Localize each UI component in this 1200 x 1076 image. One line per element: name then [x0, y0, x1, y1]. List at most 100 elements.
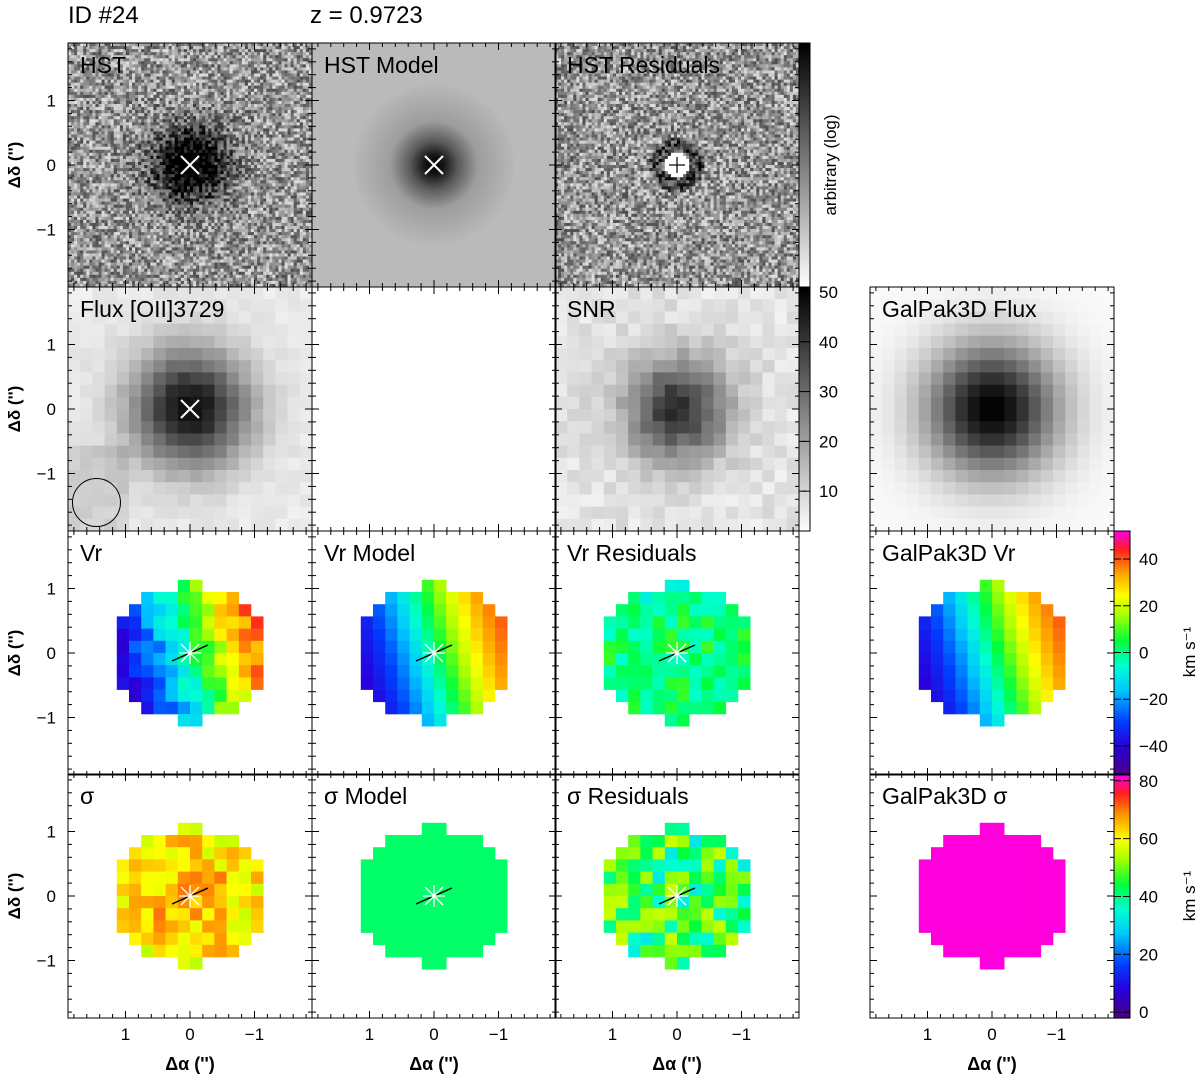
y-tick-label: −1 — [37, 709, 56, 728]
axis-frame-2-1: SNR — [554, 286, 800, 532]
y-tick-label: 0 — [47, 400, 56, 419]
kinematic-axis-marker — [415, 642, 453, 664]
kinematic-axis-marker — [415, 885, 453, 907]
kinematic-axis-marker — [658, 642, 696, 664]
oii-flux-map — [68, 287, 313, 532]
y-tick-label: 0 — [47, 887, 56, 906]
redshift-label: z = 0.9723 — [310, 2, 423, 29]
colorbar-tick-label: 40 — [1139, 888, 1158, 907]
y-tick-label: −1 — [37, 952, 56, 971]
panel-title: Vr — [80, 540, 102, 566]
colorbar-label: km s⁻¹ — [1180, 870, 1199, 921]
axis-frame-2-2: Vr Residuals — [554, 530, 800, 776]
psf-circle — [71, 478, 121, 528]
x-tick-label: 0 — [672, 1025, 681, 1044]
kinematic-axis-marker — [658, 885, 696, 907]
colorbar-label: arbitrary (log) — [821, 114, 840, 215]
panel-title: Flux [OII]3729 — [80, 296, 224, 322]
panel-title: SNR — [567, 296, 616, 322]
axis-frame-3-3: 1 0 −1 Δα ('') GalPak3D σ — [869, 773, 1115, 1074]
x-tick-label: −1 — [245, 1025, 264, 1044]
y-tick-label: −1 — [37, 221, 56, 240]
panel-title: HST Residuals — [567, 52, 720, 78]
colorbar-tick-label: 30 — [819, 383, 838, 402]
colorbar-tick-label: 0 — [1139, 1003, 1148, 1022]
y-tick-label: 1 — [47, 823, 56, 842]
velocity-map — [116, 579, 264, 727]
x-tick-label: 0 — [185, 1025, 194, 1044]
panel-title: Vr Model — [324, 540, 415, 566]
axis-frame-0-0: 1 0 −1 Δδ ('') HST — [5, 42, 313, 288]
y-axis-label: Δδ ('') — [5, 142, 24, 189]
colorbar-tick-label: 60 — [1139, 830, 1158, 849]
velocity-colorbar: 40 20 0 −20 −40 km s⁻¹ — [1113, 530, 1199, 775]
center-cross-marker — [180, 155, 200, 175]
colorbar-tick-label: 20 — [1139, 945, 1158, 964]
panel-title: Vr Residuals — [567, 540, 697, 566]
x-tick-label: 0 — [987, 1025, 996, 1044]
colorbar-tick-label: 40 — [819, 333, 838, 352]
x-tick-label: −1 — [732, 1025, 751, 1044]
panel-title: σ Model — [324, 783, 407, 809]
colorbar-tick-label: 20 — [819, 432, 838, 451]
colorbar-tick-label: 0 — [1139, 644, 1148, 663]
panel-title: GalPak3D Vr — [882, 540, 1016, 566]
colorbar-label: km s⁻¹ — [1180, 626, 1199, 677]
x-axis-label: Δα ('') — [652, 1054, 702, 1074]
dispersion-map — [116, 822, 264, 970]
x-tick-label: 1 — [121, 1025, 130, 1044]
velocity-model-map — [360, 579, 508, 727]
galpak-flux-map — [870, 287, 1115, 532]
y-tick-label: 0 — [47, 644, 56, 663]
x-tick-label: 1 — [608, 1025, 617, 1044]
colorbar-tick-label: −20 — [1139, 690, 1168, 709]
axis-frame-2-3: 1 0 −1 Δα ('') σ Residuals — [554, 773, 800, 1074]
colorbar-tick-label: 10 — [819, 482, 838, 501]
colorbar-tick-label: 50 — [819, 283, 838, 302]
y-axis-label: Δδ ('') — [5, 386, 24, 433]
dispersion-residuals-map — [603, 822, 751, 970]
axis-frame-2-0: HST Residuals — [554, 42, 800, 288]
y-tick-label: 1 — [47, 580, 56, 599]
x-axis-label: Δα ('') — [967, 1054, 1017, 1074]
panel-title: σ — [80, 783, 94, 809]
x-tick-label: 1 — [923, 1025, 932, 1044]
galpak-velocity-map — [918, 579, 1066, 727]
panel-title: HST Model — [324, 52, 439, 78]
y-axis-label: Δδ ('') — [5, 873, 24, 920]
panel-title: σ Residuals — [567, 783, 689, 809]
x-tick-label: 0 — [429, 1025, 438, 1044]
center-plus-marker — [669, 157, 685, 173]
axis-frame-3-1: GalPak3D Flux — [869, 286, 1115, 532]
dispersion-colorbar: 80 60 40 20 0 km s⁻¹ — [1113, 772, 1199, 1022]
dispersion-model-map — [360, 822, 508, 970]
axis-frame-0-2: 1 0 −1 Δδ ('') Vr — [5, 530, 313, 776]
galpak-dispersion-map — [918, 822, 1066, 970]
snr-colorbar: 50 40 30 20 10 — [798, 283, 838, 532]
x-tick-label: −1 — [1047, 1025, 1066, 1044]
colorbar-tick-label: 20 — [1139, 597, 1158, 616]
hst-colorbar: arbitrary (log) — [798, 42, 840, 288]
hst-image — [68, 43, 313, 288]
colorbar-tick-label: 80 — [1139, 772, 1158, 791]
y-axis-label: Δδ ('') — [5, 630, 24, 677]
x-tick-label: 1 — [365, 1025, 374, 1044]
panel-title: HST — [80, 52, 126, 78]
center-cross-marker — [424, 155, 444, 175]
x-axis-label: Δα ('') — [165, 1054, 215, 1074]
panel-title: GalPak3D σ — [882, 783, 1007, 809]
axis-frame-1-1 — [311, 286, 557, 532]
hst-residuals-image — [555, 43, 800, 288]
snr-map — [555, 287, 800, 532]
x-tick-label: −1 — [489, 1025, 508, 1044]
colorbar-tick-label: 40 — [1139, 550, 1158, 569]
y-tick-label: 0 — [47, 156, 56, 175]
center-cross-marker — [180, 399, 200, 419]
x-axis-label: Δα ('') — [409, 1054, 459, 1074]
y-tick-label: −1 — [37, 465, 56, 484]
axis-frame-0-1: 1 0 −1 Δδ ('') Flux [OII]3729 — [5, 286, 313, 532]
panel-title: GalPak3D Flux — [882, 296, 1037, 322]
kinematic-axis-marker — [171, 642, 209, 664]
velocity-residuals-map — [603, 579, 751, 727]
